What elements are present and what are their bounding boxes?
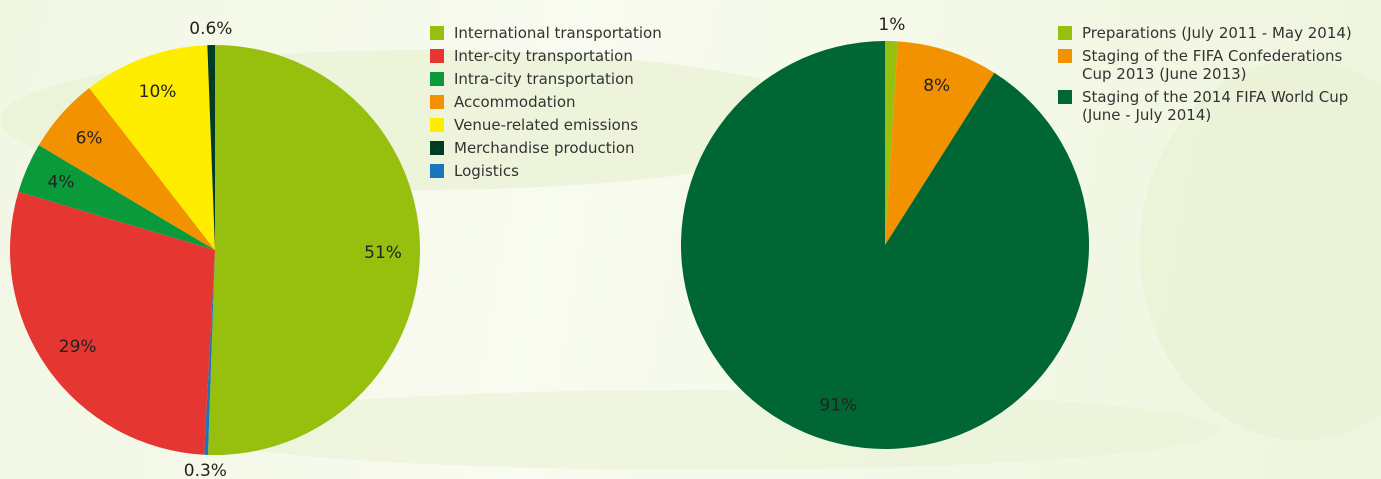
data-label: 0.3% [184,461,227,479]
legend-label: Accommodation [454,93,576,111]
legend-label: International transportation [454,24,662,42]
legend: Preparations (July 2011 - May 2014) Stagi… [1058,24,1358,129]
pie-slice [38,88,215,250]
legend-item: Accommodation [430,93,710,111]
legend-item: Staging of the FIFA Confederations Cup 2… [1058,47,1358,83]
legend-label: Logistics [454,162,519,180]
legend-item: Intra-city transportation [430,70,710,88]
legend-swatch [1058,49,1072,63]
legend-label: Staging of the FIFA Confederations Cup 2… [1082,47,1343,83]
legend-label: Inter-city transportation [454,47,633,65]
data-label: 6% [76,129,103,149]
pie-slice [207,45,215,250]
legend-label: Venue-related emissions [454,116,639,134]
pie-slice [681,41,1089,450]
data-label: 91% [819,396,857,416]
legend-label: Merchandise production [454,139,635,157]
legend-item: Inter-city transportation [430,47,710,65]
legend-swatch [430,164,444,178]
pie-slice [207,44,421,456]
legend-label: Intra-city transportation [454,70,634,88]
legend-swatch [1058,26,1072,40]
legend-swatch [430,26,444,40]
background-swoosh [1140,60,1381,440]
legend-swatch [430,118,444,132]
data-label: 0.6% [189,19,232,39]
data-label: 8% [923,76,950,96]
data-label: 1% [878,15,905,35]
data-label: 10% [139,82,177,102]
pie-slice [18,145,215,250]
legend-swatch [430,95,444,109]
legend-item: Venue-related emissions [430,116,710,134]
legend-item: Staging of the 2014 FIFA World Cup (June… [1058,88,1358,124]
data-label: 4% [48,173,75,193]
pie-slice [885,41,898,245]
legend-swatch [430,72,444,86]
pie-slice [9,191,216,455]
legend-swatch [1058,90,1072,104]
data-label: 29% [59,337,97,357]
legend-item: Merchandise production [430,139,710,157]
legend-item: Preparations (July 2011 - May 2014) [1058,24,1358,42]
legend-label: Preparations (July 2011 - May 2014) [1082,24,1352,42]
legend: International transportation Inter-city t… [430,24,710,185]
pie-slice [204,250,215,455]
legend-item: Logistics [430,162,710,180]
data-label: 51% [364,243,402,263]
legend-label: Staging of the 2014 FIFA World Cup (June… [1082,88,1349,124]
legend-swatch [430,141,444,155]
legend-swatch [430,49,444,63]
pie-slice [89,45,215,251]
pie-slice [885,41,995,246]
legend-item: International transportation [430,24,710,42]
